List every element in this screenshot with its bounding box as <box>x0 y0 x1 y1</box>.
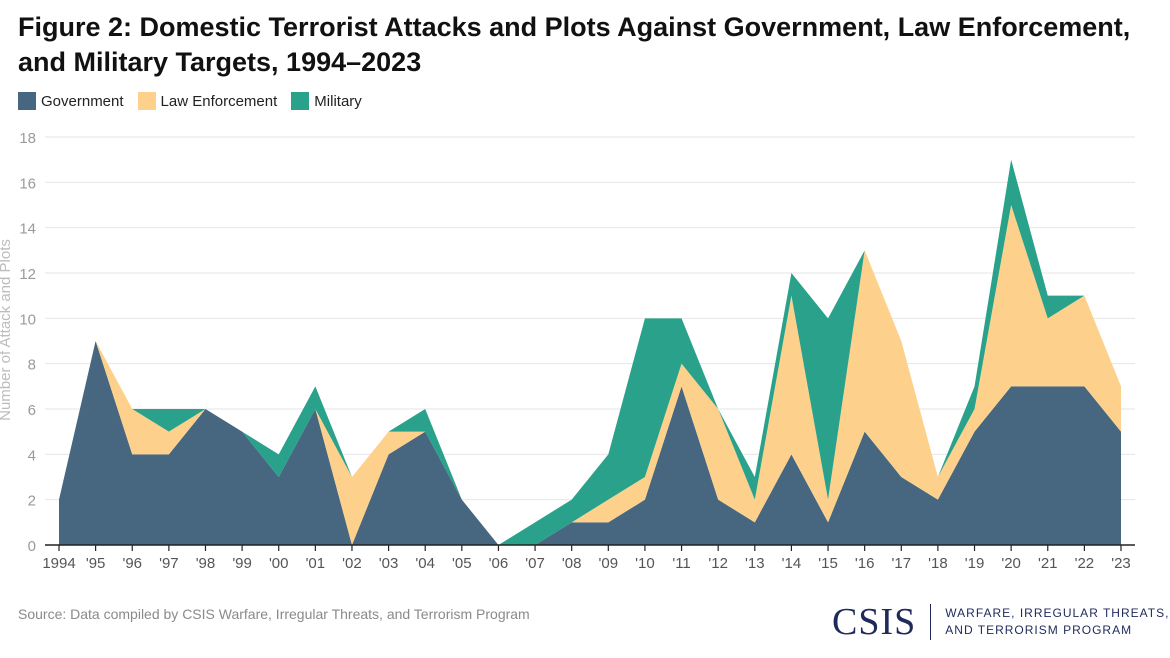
x-tick-label: '95 <box>86 555 106 572</box>
y-tick-label: 6 <box>28 402 36 419</box>
legend-item-military: Military <box>291 92 362 110</box>
legend-swatch-law-enforcement <box>137 92 156 110</box>
x-tick-label: '19 <box>965 555 985 572</box>
x-tick-label: '10 <box>635 555 655 572</box>
legend: Government Law Enforcement Military <box>18 92 362 110</box>
x-tick-label: '14 <box>782 555 802 572</box>
x-tick-label: '00 <box>269 555 289 572</box>
x-tick-label: '01 <box>306 555 326 572</box>
x-tick-label: '05 <box>452 555 472 572</box>
stacked-area-chart: 0 2 4 6 8 10 12 14 16 18 Number of Attack and Plot… <box>0 130 1135 572</box>
x-tick-label: '15 <box>818 555 838 572</box>
area-government <box>59 341 1121 545</box>
x-tick-label: '04 <box>415 555 435 572</box>
legend-swatch-military <box>291 92 310 110</box>
x-tick-label: '98 <box>196 555 216 572</box>
x-tick-label: '13 <box>745 555 765 572</box>
csis-logo: CSIS WARFARE, IRREGULAR THREATS, AND TERR… <box>832 600 1169 644</box>
x-tick-label: '96 <box>122 555 142 572</box>
y-tick-label: 12 <box>19 266 36 283</box>
x-tick-label: '06 <box>489 555 509 572</box>
logo-line-1: WARFARE, IRREGULAR THREATS, <box>945 606 1170 620</box>
x-tick-label: 1994 <box>42 555 75 572</box>
y-tick-label: 14 <box>19 221 36 238</box>
x-tick-label: '07 <box>525 555 545 572</box>
area-military <box>59 159 1121 545</box>
logo-line-2: AND TERRORISM PROGRAM <box>945 623 1133 637</box>
legend-item-government: Government <box>18 92 124 110</box>
y-tick-label: 8 <box>28 357 36 374</box>
x-tick-label: '22 <box>1075 555 1095 572</box>
legend-label: Government <box>41 92 124 110</box>
y-axis-label: Number of Attack and Plots <box>0 239 14 421</box>
y-tick-label: 16 <box>19 175 36 192</box>
x-tick-label: '02 <box>342 555 362 572</box>
x-tick-label: '18 <box>928 555 948 572</box>
legend-label: Military <box>314 92 362 110</box>
x-tick-label: '11 <box>672 555 690 572</box>
legend-item-law-enforcement: Law Enforcement <box>137 92 278 110</box>
source-note: Source: Data compiled by CSIS Warfare, I… <box>18 606 530 622</box>
x-tick-label: '09 <box>599 555 619 572</box>
legend-swatch-government <box>18 92 36 110</box>
logo-divider <box>930 604 932 640</box>
logo-wordmark: CSIS <box>832 601 917 643</box>
x-tick-label: '03 <box>379 555 399 572</box>
chart-title: Figure 2: Domestic Terrorist Attacks and… <box>18 12 1131 77</box>
y-tick-label: 18 <box>19 130 36 147</box>
x-tick-label: '97 <box>159 555 179 572</box>
area-law-enforcement <box>59 205 1121 545</box>
legend-label: Law Enforcement <box>160 92 278 110</box>
x-tick-label: '23 <box>1111 555 1131 572</box>
x-tick-label: '21 <box>1038 555 1058 572</box>
x-tick-label: '12 <box>708 555 728 572</box>
y-tick-label: 4 <box>28 447 36 464</box>
y-tick-label: 2 <box>28 493 36 510</box>
y-tick-label: 0 <box>28 538 36 555</box>
y-tick-label: 10 <box>19 311 36 328</box>
x-tick-label: '20 <box>1001 555 1021 572</box>
logo-program-name: WARFARE, IRREGULAR THREATS, AND TERRORISM… <box>945 605 1169 639</box>
x-tick-label: '17 <box>891 555 911 572</box>
x-tick-label: '08 <box>562 555 582 572</box>
x-tick-label: '16 <box>855 555 875 572</box>
x-tick-label: '99 <box>232 555 252 572</box>
